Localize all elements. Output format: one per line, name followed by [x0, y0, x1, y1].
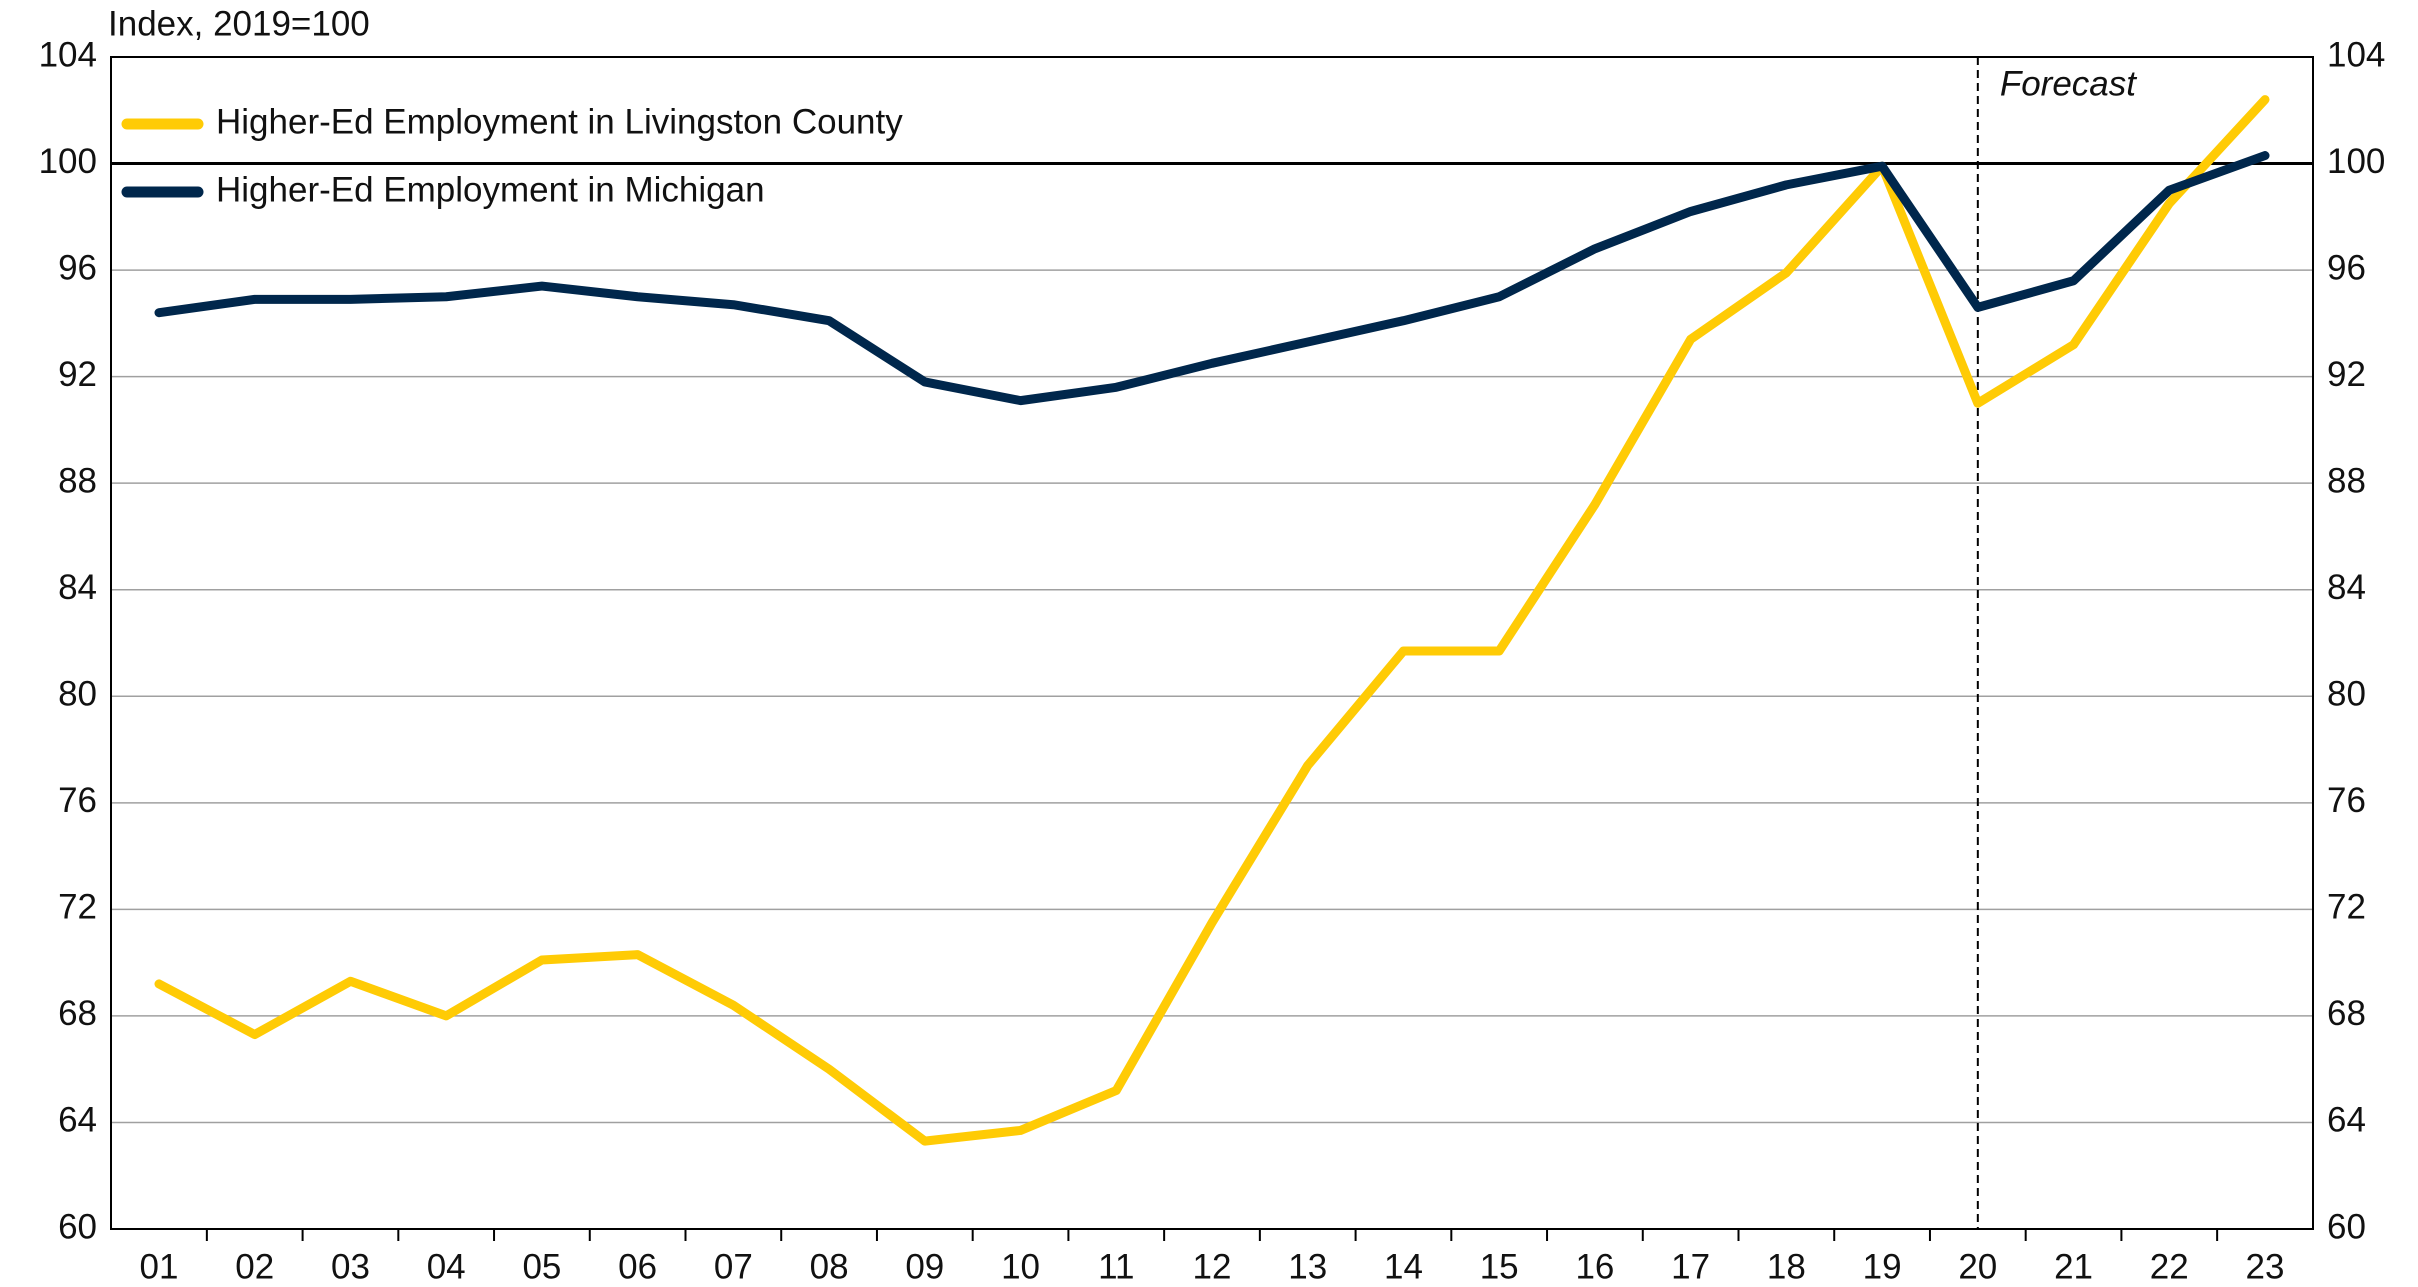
x-tick-label: 11 [1098, 1247, 1134, 1286]
x-tick-label: 20 [1958, 1247, 1997, 1286]
x-tick-label: 19 [1863, 1247, 1902, 1286]
x-tick-label: 15 [1480, 1247, 1519, 1286]
x-tick-label: 17 [1671, 1247, 1710, 1286]
y2-tick-label: 92 [2327, 355, 2366, 394]
y2-tick-label: 84 [2327, 568, 2366, 607]
x-tick-label: 10 [1001, 1247, 1040, 1286]
plot-frame [110, 56, 2314, 1230]
x-tick-label: 23 [2246, 1247, 2285, 1286]
x-tick-label: 06 [618, 1247, 657, 1286]
y2-tick-label: 100 [2327, 142, 2385, 181]
y2-tick-label: 68 [2327, 994, 2366, 1033]
x-tick-label: 14 [1384, 1247, 1423, 1286]
x-tick-label: 08 [810, 1247, 849, 1286]
x-tick-label: 09 [905, 1247, 944, 1286]
y2-tick-label: 104 [2327, 35, 2385, 74]
x-tick-label: 21 [2054, 1247, 2093, 1286]
y-tick-label: 80 [58, 675, 97, 714]
x-tick-label: 22 [2150, 1247, 2189, 1286]
x-tick-label: 18 [1767, 1247, 1806, 1286]
y2-tick-label: 72 [2327, 888, 2366, 927]
x-tick-label: 03 [331, 1247, 370, 1286]
y-tick-label: 84 [58, 568, 97, 607]
y-tick-label: 60 [58, 1207, 97, 1246]
y-tick-label: 68 [58, 994, 97, 1033]
annotation: Forecast [2000, 64, 2137, 103]
y-tick-label: 104 [39, 35, 97, 74]
y2-tick-label: 88 [2327, 461, 2366, 500]
x-tick-label: 13 [1288, 1247, 1327, 1286]
y-tick-label: 64 [58, 1101, 97, 1140]
y2-tick-label: 64 [2327, 1101, 2366, 1140]
series-line [154, 95, 2270, 1146]
y-tick-label: 100 [39, 142, 97, 181]
y-tick-label: 92 [58, 355, 97, 394]
x-tick-label: 05 [522, 1247, 561, 1286]
y-tick-label: 96 [58, 248, 97, 287]
y-tick-label: 76 [58, 781, 97, 820]
y2-tick-label: 60 [2327, 1207, 2366, 1246]
legend-label: Higher-Ed Employment in Livingston Count… [216, 102, 903, 141]
x-tick-label: 16 [1575, 1247, 1614, 1286]
series-line [154, 151, 2270, 406]
y-tick-label: 72 [58, 888, 97, 927]
y-tick-label: 88 [58, 461, 97, 500]
y-axis-label: Index, 2019=100 [108, 4, 370, 43]
y2-tick-label: 76 [2327, 781, 2366, 820]
x-tick-label: 02 [235, 1247, 274, 1286]
x-tick-label: 07 [714, 1247, 753, 1286]
x-tick-label: 04 [427, 1247, 466, 1286]
x-tick-label: 12 [1193, 1247, 1232, 1286]
y2-tick-label: 96 [2327, 248, 2366, 287]
legend-label: Higher-Ed Employment in Michigan [216, 170, 765, 209]
y2-tick-label: 80 [2327, 675, 2366, 714]
x-tick-label: 01 [140, 1247, 179, 1286]
